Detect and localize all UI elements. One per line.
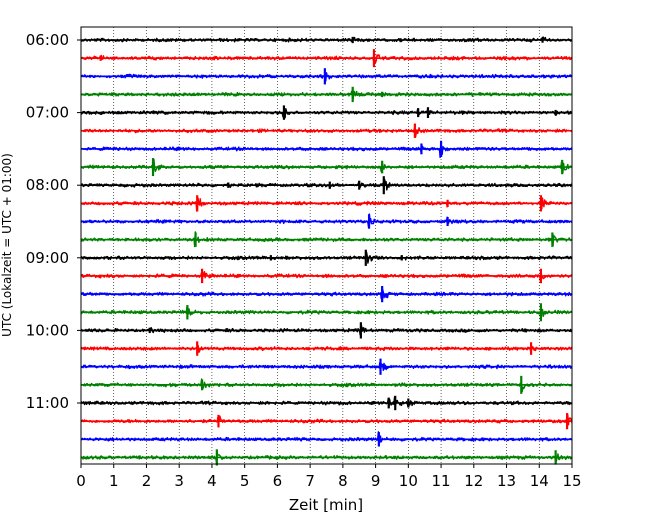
seismic-trace [80,322,573,336]
x-tick-label: 3 [174,472,184,490]
x-tick-label: 8 [338,472,348,490]
y-tick-label: 09:00 [26,249,69,267]
seismic-trace [81,127,573,138]
x-axis-ticks: 0 1 2 3 4 5 6 7 8 9 10 11 12 13 14 15 [76,464,582,490]
x-tick-label: 9 [371,472,381,490]
seismic-trace [80,306,573,321]
x-tick-label: 14 [530,472,549,490]
x-tick-label: 6 [273,472,283,490]
x-tick-label: 11 [432,472,451,490]
y-axis-ticks: 06:00 07:00 08:00 09:00 10:00 11:00 [26,31,81,412]
vertical-gridlines [113,27,540,464]
y-tick-label: 10:00 [26,321,69,339]
x-tick-label: 5 [240,472,250,490]
x-tick-label: 15 [562,472,581,490]
seismic-trace [80,197,573,212]
x-axis-label: Zeit [min] [289,496,363,514]
x-tick-label: 7 [305,472,315,490]
x-tick-label: 0 [76,472,86,490]
seismic-trace [80,414,573,426]
y-axis-label: UTC (Lokalzeit = UTC + 01:00) [0,153,14,337]
y-tick-label: 06:00 [26,31,69,49]
y-tick-label: 08:00 [26,176,69,194]
x-tick-label: 4 [207,472,217,490]
seismic-trace [80,362,573,375]
seismic-trace [80,431,573,444]
trace-group [80,36,573,466]
x-tick-label: 2 [142,472,152,490]
x-tick-label: 13 [497,472,516,490]
seismic-trace [80,50,573,64]
y-tick-label: 07:00 [26,104,69,122]
x-tick-label: 1 [109,472,119,490]
x-tick-label: 12 [464,472,483,490]
y-tick-label: 11:00 [26,394,69,412]
plot-frame [80,26,573,465]
x-tick-label: 10 [399,472,418,490]
